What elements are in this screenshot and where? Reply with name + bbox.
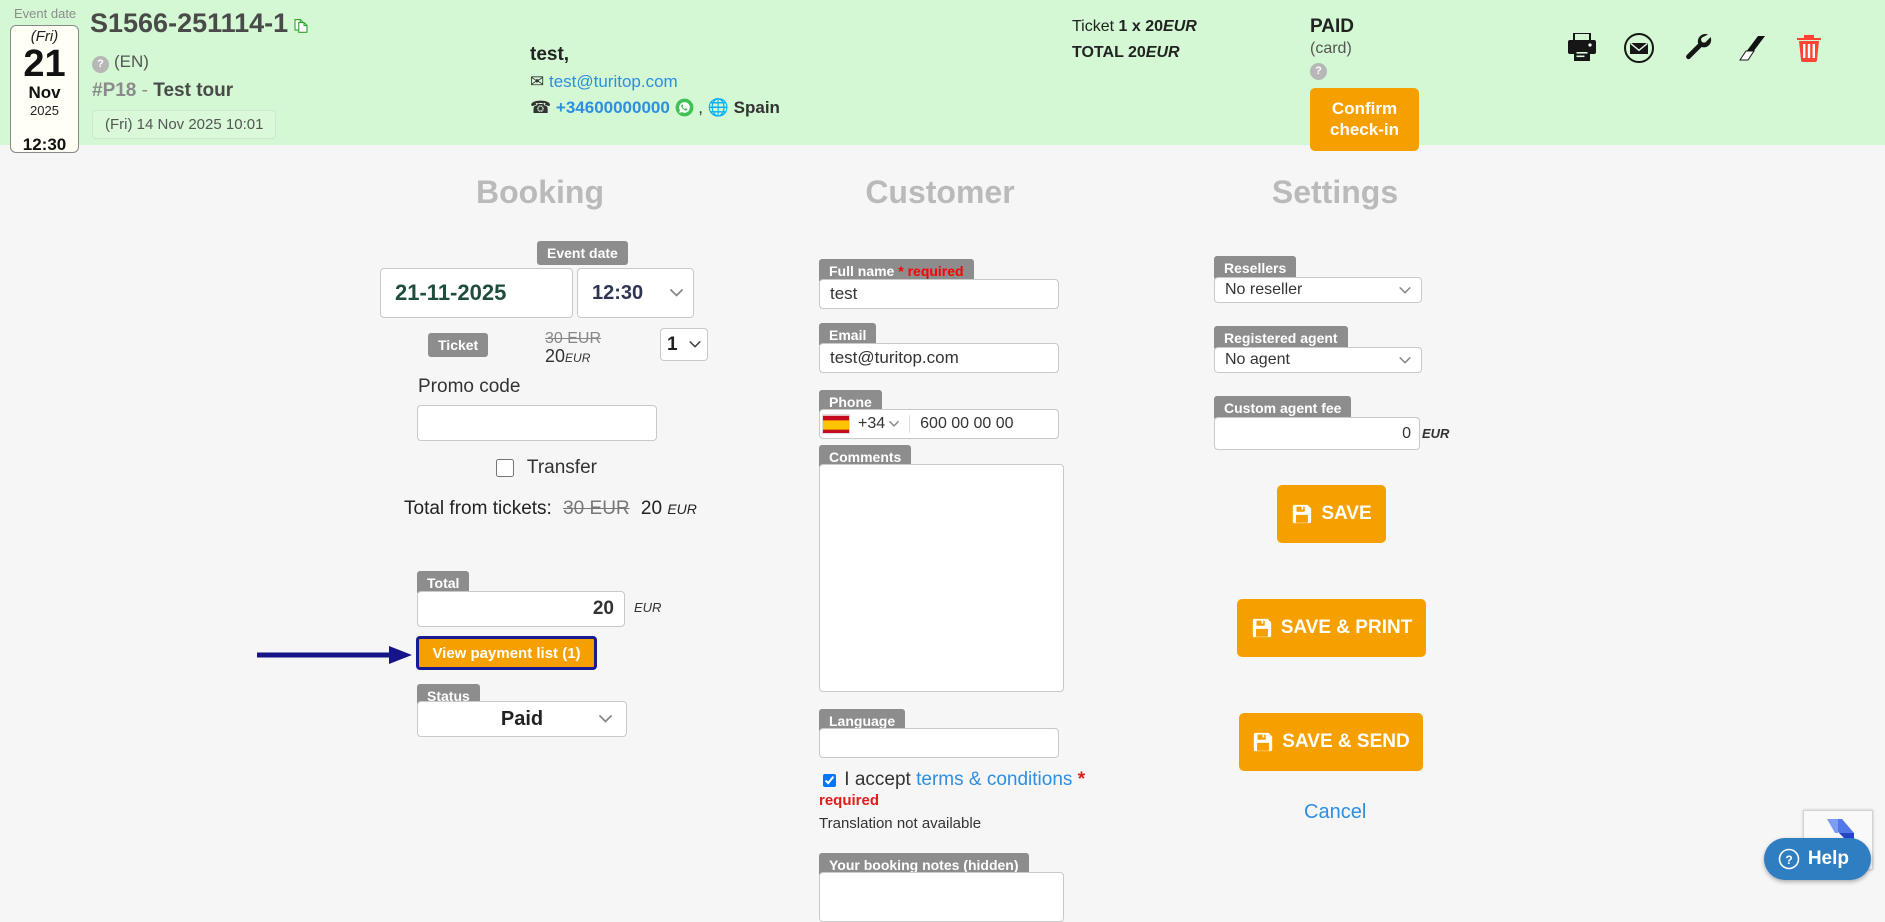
svg-text:?: ? — [1785, 853, 1792, 867]
